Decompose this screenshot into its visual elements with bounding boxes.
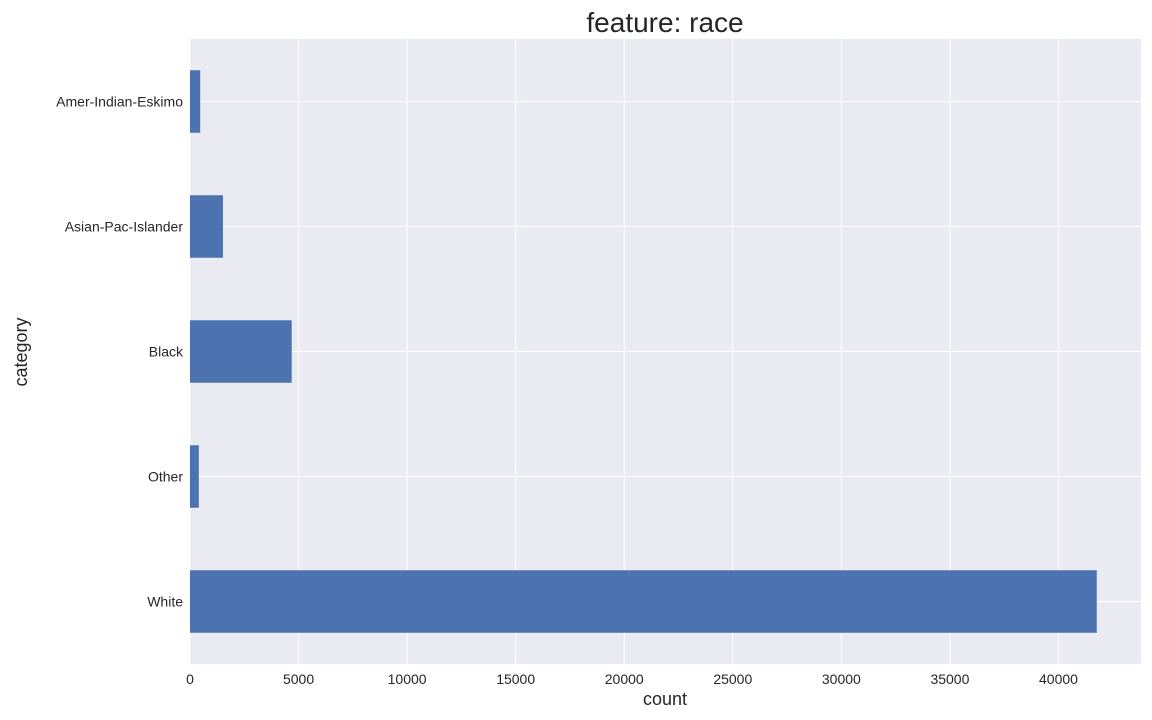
x-tick-label: 5000 xyxy=(283,671,314,687)
bar-other xyxy=(190,445,199,508)
x-tick-labels: 0 5000 10000 15000 20000 25000 30000 35000 40000 xyxy=(186,671,1078,687)
x-tick-label: 0 xyxy=(186,671,194,687)
x-tick-label: 35000 xyxy=(930,671,969,687)
x-tick-label: 20000 xyxy=(605,671,644,687)
x-tick-label: 40000 xyxy=(1039,671,1078,687)
bars xyxy=(190,70,1097,633)
y-axis-label: category xyxy=(11,317,31,386)
bar-white xyxy=(190,570,1097,633)
y-tick-label: Asian-Pac-Islander xyxy=(65,219,184,235)
x-tick-label: 15000 xyxy=(496,671,535,687)
chart-title: feature: race xyxy=(586,7,743,38)
bar-asian-pac-islander xyxy=(190,195,223,258)
y-tick-label: Amer-Indian-Eskimo xyxy=(56,94,183,110)
bar-amer-indian-eskimo xyxy=(190,70,201,133)
x-tick-label: 30000 xyxy=(822,671,861,687)
x-tick-label: 10000 xyxy=(388,671,427,687)
bar-black xyxy=(190,320,292,383)
y-tick-label: Black xyxy=(149,344,184,360)
x-axis-label: count xyxy=(643,689,687,709)
y-tick-label: Other xyxy=(148,469,183,485)
x-tick-label: 25000 xyxy=(713,671,752,687)
y-tick-label: White xyxy=(147,594,183,610)
y-tick-labels: Amer-Indian-Eskimo Asian-Pac-Islander Blac… xyxy=(56,94,184,610)
